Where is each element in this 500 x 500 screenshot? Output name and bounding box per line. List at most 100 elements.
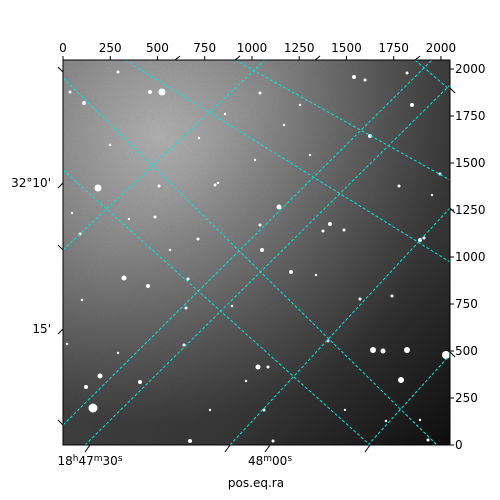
star [108, 143, 112, 147]
star [148, 90, 152, 94]
star [158, 88, 166, 96]
star [342, 228, 346, 232]
dec-right-tick [449, 351, 456, 358]
star [253, 158, 257, 162]
grid-line [63, 60, 266, 251]
star [184, 306, 188, 310]
star [289, 270, 293, 274]
grid-line [124, 60, 450, 263]
star [282, 123, 286, 127]
star [390, 294, 394, 298]
star [68, 90, 72, 94]
star [430, 193, 434, 197]
star [196, 237, 200, 241]
star [276, 204, 282, 210]
star [216, 181, 220, 185]
star [80, 298, 84, 302]
dec-tick-label: 32°10' [11, 176, 51, 190]
grid-line [234, 60, 450, 181]
star [84, 385, 88, 389]
star [186, 277, 190, 281]
star [116, 351, 120, 355]
top-tick-label: 1000 [237, 41, 268, 55]
star [213, 183, 217, 187]
dec-right-tick [449, 207, 456, 214]
ra-tick-label: 48m00s [248, 454, 292, 468]
dec-right-tick [449, 87, 456, 94]
star [321, 229, 325, 233]
star [368, 134, 372, 138]
top-tick-label: 1250 [284, 41, 315, 55]
star [255, 364, 261, 370]
star [116, 70, 120, 74]
star [260, 248, 264, 252]
right-tick-label: 2000 [455, 62, 486, 76]
star [343, 408, 347, 412]
star [314, 273, 318, 277]
right-tick-label: 500 [455, 344, 478, 358]
star [352, 75, 356, 79]
grid-line [229, 207, 450, 445]
star [70, 211, 74, 215]
star [88, 403, 98, 413]
right-tick-label: 1250 [455, 203, 486, 217]
grid-line [414, 60, 450, 91]
ra-top-tick [234, 55, 241, 61]
star [244, 379, 248, 383]
dec-tick-mark [57, 182, 64, 189]
ra-top-tick [314, 55, 321, 61]
star [168, 248, 172, 252]
star [298, 103, 302, 107]
star-field-image [63, 60, 450, 445]
star [418, 418, 422, 422]
top-tick-label: 250 [99, 41, 122, 55]
ra-top-tick [414, 55, 421, 61]
right-tick-label: 750 [455, 297, 478, 311]
right-tick-label: 250 [455, 391, 478, 405]
star [65, 342, 69, 346]
star [404, 347, 410, 353]
top-tick-label: 0 [59, 41, 67, 55]
star [328, 222, 332, 226]
ra-tick-mark [84, 444, 91, 453]
top-tick-label: 750 [193, 41, 216, 55]
grid-line [367, 354, 450, 445]
plot-frame [62, 59, 451, 446]
dec-minor-tick [57, 419, 64, 426]
ra-top-tick [174, 55, 181, 61]
ra-tick-label: 18h47m30s [57, 454, 122, 468]
star [82, 101, 86, 105]
star [121, 275, 127, 281]
star [308, 153, 312, 157]
star [442, 351, 450, 359]
star [397, 184, 401, 188]
grid-line [63, 60, 433, 426]
star [157, 184, 161, 188]
dec-minor-tick [57, 66, 64, 73]
star [363, 78, 367, 82]
star [384, 419, 388, 423]
star [398, 377, 404, 383]
right-tick-label: 0 [455, 438, 463, 452]
dec-tick-label: 15' [32, 322, 51, 336]
right-tick-label: 1500 [455, 156, 486, 170]
ra-tick-mark [264, 444, 271, 453]
star [358, 297, 362, 301]
star [426, 438, 430, 442]
grid-line [63, 169, 371, 445]
star [405, 71, 409, 75]
star [258, 91, 262, 95]
star [127, 217, 131, 221]
star [422, 236, 426, 240]
star [230, 304, 234, 308]
top-tick-label: 2000 [426, 41, 457, 55]
star [97, 373, 103, 379]
pixel-axis-ticks: 0 250 500 750 1000 1250 1500 1750 2000 0 250 500 750… [59, 41, 485, 452]
top-tick-label: 1500 [331, 41, 362, 55]
star [208, 408, 212, 412]
star [266, 365, 270, 369]
wcs-axis-ticks: 18h47m30s 48m00s 32°10' 15' [11, 55, 456, 468]
ra-minor-tick [364, 444, 371, 453]
star [271, 439, 275, 443]
